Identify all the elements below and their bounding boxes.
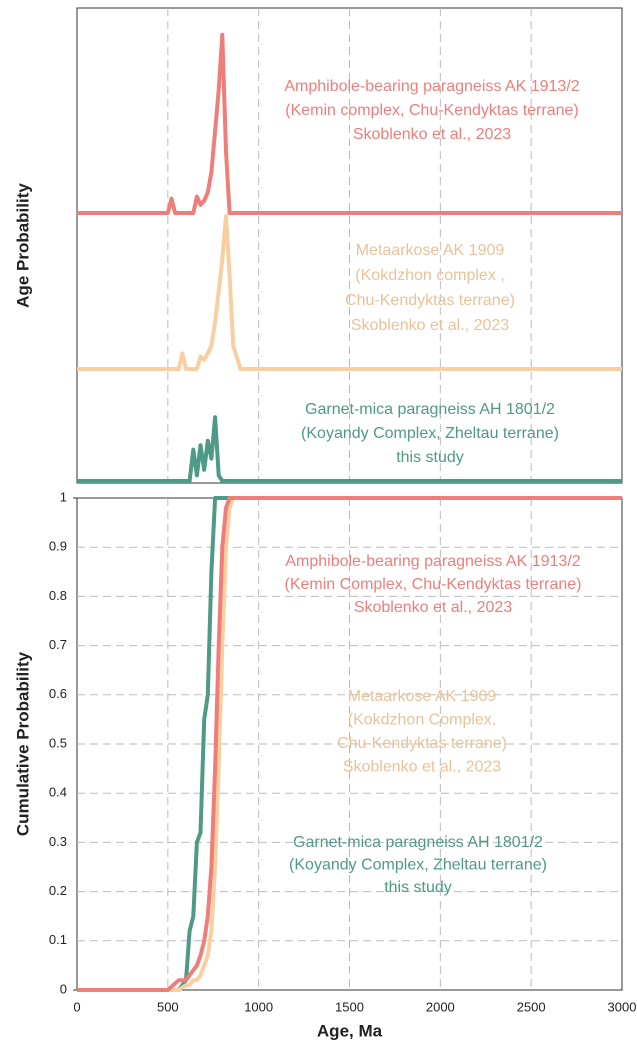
annotation-line: Skoblenko et al., 2023 — [353, 126, 511, 143]
annotation: Metaarkose AK 1909 (Kokdzhon complex , Chu… — [345, 242, 515, 334]
x-tick-label: 500 — [157, 999, 179, 1014]
y-tick-label: 0.6 — [49, 686, 67, 701]
series-line — [77, 496, 622, 992]
y-axis-label: Age Probability — [13, 183, 32, 308]
series-line — [77, 214, 622, 371]
annotation: Garnet-mica paragneiss AH 1801/2 (Koyandy… — [289, 834, 547, 896]
y-tick-label: 1 — [60, 489, 67, 504]
annotation-line: Skoblenko et al., 2023 — [351, 317, 509, 334]
x-tick-label: 1000 — [244, 999, 273, 1014]
annotation-line: this study — [384, 879, 452, 896]
x-tick-label: 0 — [73, 999, 80, 1014]
annotation: Garnet-mica paragneiss AH 1801/2 (Koyandy… — [301, 401, 559, 466]
annotation-line: (Koyandy Complex, Zheltau terrane) — [301, 425, 559, 442]
y-tick-label: 0.7 — [49, 637, 67, 652]
annotation-line: (Koyandy Complex, Zheltau terrane) — [289, 857, 547, 874]
x-tick-label: 2000 — [426, 999, 455, 1014]
annotation-line: Amphibole-bearing paragneiss AK 1913/2 — [284, 78, 579, 95]
annotation-line: Metaarkose AK 1909 — [356, 242, 505, 259]
series-line — [77, 415, 622, 483]
annotation-line: (Kokdzhon complex , — [355, 267, 504, 284]
annotation: Amphibole-bearing paragneiss AK 1913/2 (K… — [284, 78, 579, 143]
x-tick-label: 3000 — [608, 999, 637, 1014]
annotation-line: (Kokdzhon Complex, — [348, 712, 497, 729]
y-axis-label: Cumulative Probability — [13, 651, 32, 836]
y-tick-label: 0.4 — [49, 785, 67, 800]
annotation: Metaarkose AK 1909 (Kokdzhon Complex, Chu-… — [337, 688, 507, 776]
annotation-line: Chu-Kendyktas terrane) — [345, 292, 515, 309]
annotation: Amphibole-bearing paragneiss AK 1913/2 (K… — [284, 553, 581, 616]
y-tick-label: 0.2 — [49, 883, 67, 898]
x-tick-label: 2500 — [517, 999, 546, 1014]
annotation-line: Garnet-mica paragneiss AH 1801/2 — [305, 401, 555, 418]
annotation-line: Skoblenko et al., 2023 — [343, 759, 501, 776]
annotation-line: Metaarkose AK 1909 — [348, 688, 497, 705]
annotation-line: this study — [396, 449, 464, 466]
annotation-line: Amphibole-bearing paragneiss AK 1913/2 — [285, 553, 580, 570]
series-line — [77, 496, 622, 992]
x-axis-label: Age, Ma — [317, 1021, 383, 1040]
annotation-line: (Kemin Complex, Chu-Kendyktas terrane) — [284, 576, 581, 593]
y-tick-label: 0.5 — [49, 735, 67, 750]
y-tick-label: 0.9 — [49, 539, 67, 554]
annotation-line: Garnet-mica paragneiss AH 1801/2 — [293, 834, 543, 851]
x-tick-label: 1500 — [335, 999, 364, 1014]
series-line — [77, 32, 622, 215]
annotation-line: Skoblenko et al., 2023 — [354, 599, 512, 616]
annotation-line: Chu-Kendyktas terrane) — [337, 735, 507, 752]
y-tick-label: 0.1 — [49, 932, 67, 947]
annotation-line: (Kemin complex, Chu-Kendyktas terrane) — [285, 102, 578, 119]
y-tick-label: 0.8 — [49, 588, 67, 603]
y-tick-label: 0 — [60, 981, 67, 996]
y-tick-label: 0.3 — [49, 834, 67, 849]
